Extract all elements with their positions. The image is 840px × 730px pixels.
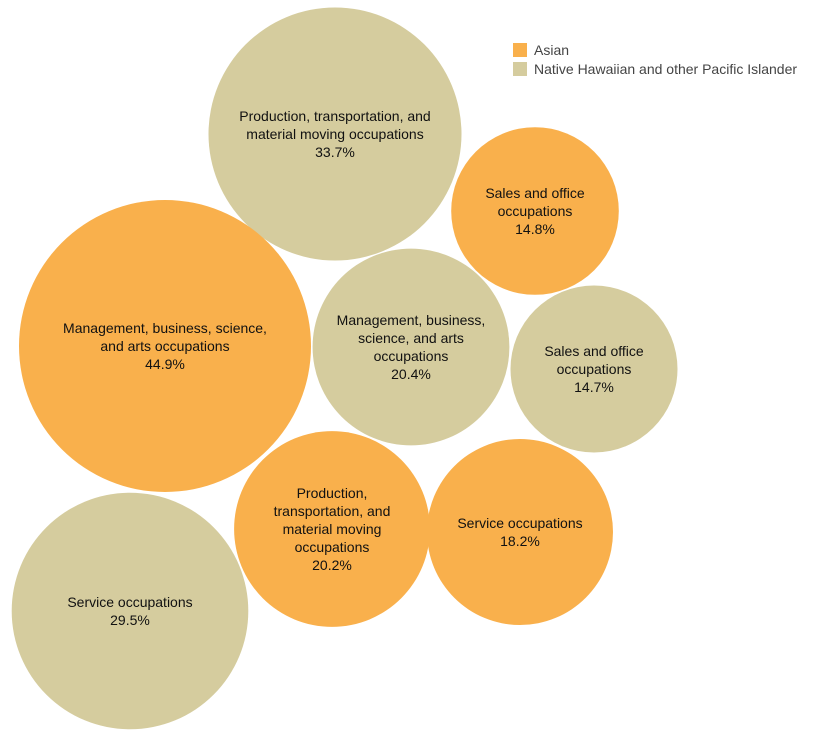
bubble-category-label: Sales and office	[485, 185, 585, 201]
bubble-value-label: 18.2%	[500, 533, 540, 549]
bubble-1: Production, transportation, and material …	[208, 7, 462, 261]
bubble-value-label: 20.4%	[391, 366, 431, 382]
bubble-circle	[451, 127, 619, 295]
bubble-value-label: 33.7%	[315, 144, 355, 160]
bubble-category-label: Production,	[297, 485, 368, 501]
bubble-category-label: and arts occupations	[100, 338, 229, 354]
bubble-circle	[510, 285, 678, 453]
bubble-category-label: occupations	[557, 361, 632, 377]
bubble-7: Service occupations 18.2%	[427, 439, 613, 625]
bubble-3: Management, business, science, and arts o…	[19, 200, 311, 492]
bubble-category-label: occupations	[374, 348, 449, 364]
bubble-5: Sales and office occupations 14.7%	[510, 285, 678, 453]
legend-item-native-hawaiian: Native Hawaiian and other Pacific Island…	[513, 59, 797, 78]
bubble-value-label: 44.9%	[145, 356, 185, 372]
bubble-value-label: 20.2%	[312, 557, 352, 573]
bubble-category-label: science, and arts	[358, 330, 464, 346]
legend-swatch-asian	[513, 42, 527, 57]
bubble-value-label: 14.7%	[574, 379, 614, 395]
bubble-circle	[208, 7, 462, 261]
bubble-2: Sales and office occupations 14.8%	[451, 127, 619, 295]
bubble-category-label: Production, transportation, and	[239, 108, 430, 124]
bubble-circle	[312, 248, 510, 446]
legend-label-asian: Asian	[534, 41, 570, 58]
bubble-category-label: Management, business,	[337, 312, 486, 328]
bubble-circle	[234, 431, 430, 627]
legend: Asian Native Hawaiian and other Pacific …	[513, 40, 797, 78]
bubble-circle	[427, 439, 613, 625]
bubble-value-label: 14.8%	[515, 221, 555, 237]
bubble-8: Service occupations 29.5%	[11, 492, 249, 730]
bubble-category-label: transportation, and	[274, 503, 391, 519]
bubble-value-label: 29.5%	[110, 612, 150, 628]
bubble-circle	[19, 200, 311, 492]
legend-item-asian: Asian	[513, 40, 797, 59]
bubble-category-label: Service occupations	[67, 594, 192, 610]
bubble-category-label: material moving	[283, 521, 382, 537]
bubble-category-label: Service occupations	[457, 515, 582, 531]
bubble-category-label: occupations	[498, 203, 573, 219]
legend-label-native-hawaiian: Native Hawaiian and other Pacific Island…	[534, 60, 798, 77]
bubble-circle	[11, 492, 249, 730]
bubble-category-label: material moving occupations	[246, 126, 423, 142]
bubble-4: Management, business, science, and arts oc…	[312, 248, 510, 446]
bubble-category-label: Management, business, science,	[63, 320, 267, 336]
bubble-category-label: occupations	[295, 539, 370, 555]
bubble-6: Production, transportation, and material m…	[234, 431, 430, 627]
legend-swatch-native-hawaiian	[513, 61, 527, 76]
bubble-category-label: Sales and office	[544, 343, 644, 359]
